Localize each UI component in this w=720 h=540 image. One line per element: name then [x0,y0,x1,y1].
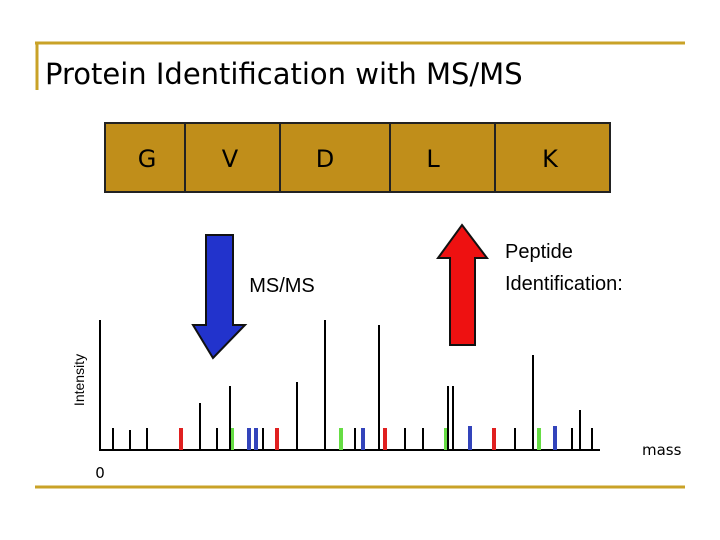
peaks [112,320,593,450]
residue-strip [104,122,611,193]
up-arrow [436,223,490,346]
down-arrow [191,234,248,360]
residue: G [138,145,157,173]
x-axis-label: mass [642,441,682,459]
residue: L [426,145,440,173]
residue: K [542,145,559,173]
peptide-id-label: Identification: [505,273,623,295]
residue: V [222,145,239,173]
residue: D [316,145,334,173]
ms-ms-label: MS/MS [249,275,315,297]
y-axis-label: Intensity [71,354,87,406]
peptide-id-label: Peptide [505,241,573,263]
spectrum: Intensity mass 0 [71,320,682,482]
title: Protein Identification with MS/MS [45,57,523,91]
peptide-box: G V D L K [104,122,611,193]
origin-label: 0 [95,464,105,482]
